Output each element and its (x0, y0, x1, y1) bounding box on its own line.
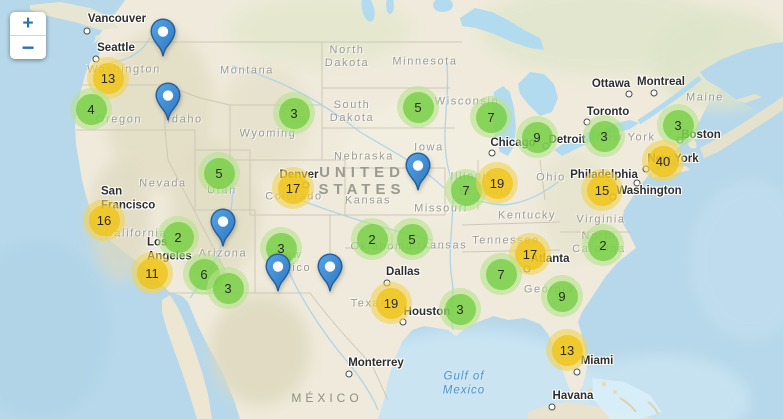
marker-cluster-green[interactable]: 2 (582, 224, 624, 266)
cluster-count: 5 (408, 231, 416, 247)
cluster-count: 2 (599, 237, 607, 253)
cluster-count: 7 (487, 109, 495, 125)
marker-cluster-green[interactable]: 7 (480, 253, 522, 295)
marker-cluster-yellow[interactable]: 19 (370, 282, 412, 324)
marker-cluster-green[interactable]: 5 (198, 152, 240, 194)
marker-cluster-green[interactable]: 5 (391, 218, 433, 260)
cluster-count: 13 (559, 342, 575, 358)
marker-cluster-green[interactable]: 5 (397, 86, 439, 128)
marker-cluster-green[interactable]: 3 (207, 267, 249, 309)
cluster-count: 9 (558, 288, 566, 304)
cluster-count: 2 (174, 229, 182, 245)
cluster-count: 40 (655, 153, 671, 169)
marker-cluster-green[interactable]: 7 (470, 96, 512, 138)
cluster-count: 13 (100, 70, 116, 86)
zoom-out-button[interactable]: − (10, 36, 46, 59)
cluster-count: 7 (497, 266, 505, 282)
marker-cluster-yellow[interactable]: 15 (581, 169, 623, 211)
zoom-control: + − (10, 12, 46, 59)
cluster-count: 6 (200, 266, 208, 282)
cluster-count: 19 (489, 175, 505, 191)
cluster-count: 3 (277, 240, 285, 256)
cluster-count: 9 (533, 129, 541, 145)
marker-cluster-green[interactable]: 3 (273, 92, 315, 134)
cluster-count: 17 (522, 246, 538, 262)
marker-cluster-green[interactable]: 2 (157, 216, 199, 258)
marker-cluster-green[interactable]: 4 (70, 88, 112, 130)
cluster-count: 17 (285, 180, 301, 196)
cluster-count: 7 (462, 182, 470, 198)
cluster-count: 2 (368, 231, 376, 247)
cluster-count: 11 (145, 265, 159, 281)
marker-cluster-yellow[interactable]: 16 (83, 199, 125, 241)
marker-cluster-green[interactable]: 9 (516, 116, 558, 158)
marker-cluster-green[interactable]: 9 (541, 275, 583, 317)
marker-cluster-yellow[interactable]: 13 (87, 57, 129, 99)
cluster-count: 3 (600, 128, 608, 144)
marker-cluster-green[interactable]: 3 (439, 288, 481, 330)
cluster-count: 5 (215, 165, 223, 181)
cluster-count: 16 (96, 212, 112, 228)
cluster-count: 3 (674, 117, 682, 133)
cluster-count: 3 (456, 301, 464, 317)
cluster-count: 5 (414, 99, 422, 115)
cluster-count: 19 (383, 295, 399, 311)
marker-cluster-green[interactable]: 3 (260, 227, 302, 269)
cluster-count: 15 (594, 182, 610, 198)
marker-cluster-yellow[interactable]: 40 (642, 140, 684, 182)
marker-cluster-yellow[interactable]: 17 (272, 167, 314, 209)
marker-cluster-green[interactable]: 3 (583, 115, 625, 157)
marker-cluster-green[interactable]: 2 (351, 218, 393, 260)
marker-cluster-yellow[interactable]: 11 (131, 252, 173, 294)
marker-cluster-yellow[interactable]: 13 (546, 329, 588, 371)
cluster-count: 3 (290, 105, 298, 121)
cluster-count: 4 (87, 101, 95, 117)
zoom-in-button[interactable]: + (10, 12, 46, 36)
cluster-count: 3 (224, 280, 232, 296)
marker-cluster-yellow[interactable]: 19 (476, 162, 518, 204)
